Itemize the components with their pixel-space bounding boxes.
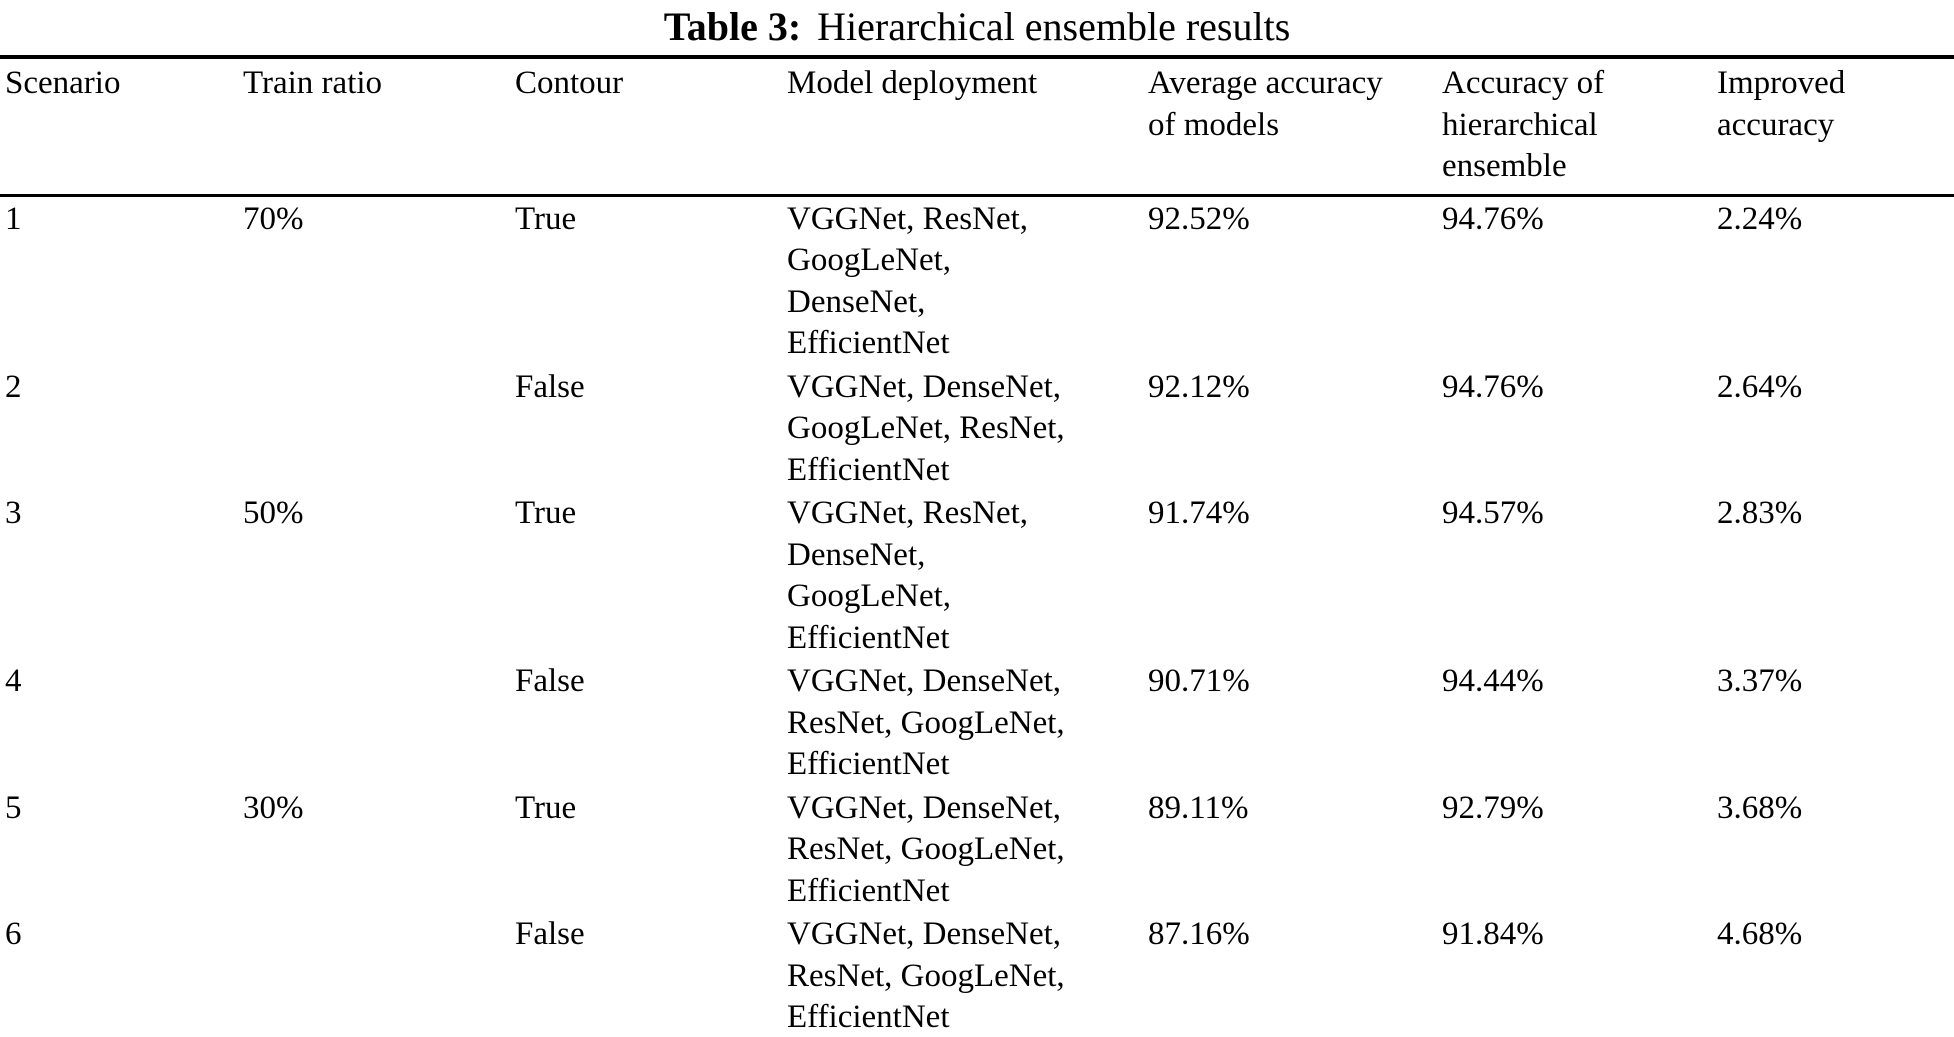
model-deployment-line: EfficientNet: [787, 999, 950, 1035]
cell-hierarchical-ensemble-accuracy: 94.76%: [1442, 368, 1544, 405]
header-line: hierarchical: [1442, 106, 1598, 143]
column-header-model-deployment: Model deployment: [787, 57, 1148, 197]
table-row-scenario-5: 5 30% True VGGNet, DenseNet, ResNet, GoogLeN…: [0, 786, 1954, 913]
cell-avg-accuracy-models: 92.52%: [1148, 200, 1250, 237]
cell-improved-accuracy: 4.68%: [1717, 916, 1803, 952]
cell-contour: True: [515, 495, 577, 531]
results-table: Scenario Train ratio Contour Model deployme…: [0, 55, 1954, 1037]
header-line: Improved: [1717, 65, 1846, 101]
cell-train-ratio: [243, 912, 515, 1037]
header-line: Accuracy of: [1442, 65, 1605, 101]
cell-scenario: 1: [5, 200, 22, 237]
header-line: Train ratio: [243, 65, 383, 101]
model-deployment-line: DenseNet,: [787, 283, 926, 320]
table-caption: Table 3: Hierarchical ensemble results: [0, 0, 1954, 55]
cell-scenario: 5: [5, 789, 22, 826]
cell-contour: False: [515, 368, 585, 405]
cell-contour: False: [515, 663, 585, 699]
cell-avg-accuracy-models: 92.12%: [1148, 368, 1250, 405]
cell-hierarchical-ensemble-accuracy: 91.84%: [1442, 916, 1544, 952]
table-row-scenario-6: 6 False VGGNet, DenseNet, ResNet, GoogLeNet…: [0, 912, 1954, 1037]
cell-scenario: 3: [5, 495, 22, 531]
model-deployment-line: VGGNet, ResNet,: [787, 495, 1029, 531]
column-header-scenario: Scenario: [0, 57, 243, 197]
cell-hierarchical-ensemble-accuracy: 94.44%: [1442, 663, 1544, 699]
model-deployment-line: GoogLeNet, ResNet,: [787, 410, 1065, 446]
header-row: Scenario Train ratio Contour Model deployme…: [0, 57, 1954, 197]
table-row-scenario-2: 2 False VGGNet, DenseNet, GoogLeNet, ResNet…: [0, 365, 1954, 492]
cell-avg-accuracy-models: 87.16%: [1148, 916, 1250, 952]
cell-avg-accuracy-models: 89.11%: [1148, 789, 1249, 826]
cell-scenario: 2: [5, 368, 22, 405]
model-deployment-line: EfficientNet: [787, 619, 950, 656]
cell-train-ratio: 30%: [243, 789, 304, 826]
cell-model-deployment: VGGNet, DenseNet, ResNet, GoogLeNet, Effic…: [787, 659, 1148, 786]
cell-train-ratio: [243, 365, 515, 492]
cell-model-deployment: VGGNet, DenseNet, GoogLeNet, ResNet, Effic…: [787, 365, 1148, 492]
cell-train-ratio: [243, 659, 515, 786]
model-deployment-line: ResNet, GoogLeNet,: [787, 831, 1065, 867]
model-deployment-line: VGGNet, DenseNet,: [787, 916, 1062, 952]
cell-hierarchical-ensemble-accuracy: 94.76%: [1442, 200, 1544, 237]
cell-model-deployment: VGGNet, DenseNet, ResNet, GoogLeNet, Effic…: [787, 912, 1148, 1037]
cell-hierarchical-ensemble-accuracy: 94.57%: [1442, 495, 1544, 531]
model-deployment-line: VGGNet, DenseNet,: [787, 789, 1062, 826]
cell-contour: True: [515, 200, 577, 237]
header-line: Average accuracy: [1148, 65, 1383, 101]
cell-scenario: 4: [5, 663, 22, 699]
cell-contour: True: [515, 789, 577, 826]
model-deployment-line: VGGNet, ResNet,: [787, 200, 1029, 237]
cell-avg-accuracy-models: 91.74%: [1148, 495, 1250, 531]
header-line: Contour: [515, 65, 624, 101]
table-row-scenario-4: 4 False VGGNet, DenseNet, ResNet, GoogLeNet…: [0, 659, 1954, 786]
header-line: accuracy: [1717, 106, 1835, 143]
model-deployment-line: DenseNet,: [787, 536, 926, 573]
column-header-hierarchical-ensemble-accuracy: Accuracy of hierarchical ensemble: [1442, 57, 1717, 197]
cell-scenario: 6: [5, 916, 22, 952]
cell-hierarchical-ensemble-accuracy: 92.79%: [1442, 789, 1544, 826]
cell-avg-accuracy-models: 90.71%: [1148, 663, 1250, 699]
model-deployment-line: GoogLeNet,: [787, 578, 952, 614]
cell-model-deployment: VGGNet, ResNet, GoogLeNet, DenseNet, Effici…: [787, 195, 1148, 365]
model-deployment-line: EfficientNet: [787, 325, 950, 361]
header-line: of models: [1148, 106, 1280, 143]
model-deployment-line: ResNet, GoogLeNet,: [787, 704, 1065, 741]
cell-improved-accuracy: 3.68%: [1717, 789, 1803, 826]
model-deployment-line: EfficientNet: [787, 451, 950, 488]
model-deployment-line: EfficientNet: [787, 746, 950, 782]
table-row-scenario-3: 3 50% True VGGNet, ResNet, DenseNet, GoogLeNe…: [0, 491, 1954, 659]
cell-improved-accuracy: 2.83%: [1717, 495, 1803, 531]
header-line: Scenario: [5, 65, 121, 101]
header-line: ensemble: [1442, 148, 1567, 184]
model-deployment-line: ResNet, GoogLeNet,: [787, 957, 1065, 994]
cell-improved-accuracy: 2.24%: [1717, 200, 1803, 237]
cell-model-deployment: VGGNet, ResNet, DenseNet, GoogLeNet, Effici…: [787, 491, 1148, 659]
header-line: Model deployment: [787, 65, 1038, 101]
cell-contour: False: [515, 916, 585, 952]
model-deployment-line: VGGNet, DenseNet,: [787, 663, 1062, 699]
model-deployment-line: EfficientNet: [787, 872, 950, 909]
column-header-avg-accuracy-models: Average accuracy of models: [1148, 57, 1442, 197]
model-deployment-line: GoogLeNet,: [787, 242, 952, 278]
table-caption-text: Hierarchical ensemble results: [817, 4, 1291, 49]
cell-model-deployment: VGGNet, DenseNet, ResNet, GoogLeNet, Effic…: [787, 786, 1148, 913]
column-header-improved-accuracy: Improved accuracy: [1717, 57, 1954, 197]
table-caption-label: Table 3:: [663, 4, 802, 49]
column-header-train-ratio: Train ratio: [243, 57, 515, 197]
table-body: 1 70% True VGGNet, ResNet, GoogLeNet, DenseNe…: [0, 195, 1954, 1037]
table-header: Scenario Train ratio Contour Model deployme…: [0, 57, 1954, 197]
cell-train-ratio: 70%: [243, 200, 304, 237]
cell-improved-accuracy: 2.64%: [1717, 368, 1803, 405]
cell-improved-accuracy: 3.37%: [1717, 663, 1803, 699]
table-row-scenario-1: 1 70% True VGGNet, ResNet, GoogLeNet, DenseNe…: [0, 195, 1954, 365]
model-deployment-line: VGGNet, DenseNet,: [787, 368, 1062, 405]
cell-train-ratio: 50%: [243, 495, 304, 531]
column-header-contour: Contour: [515, 57, 787, 197]
